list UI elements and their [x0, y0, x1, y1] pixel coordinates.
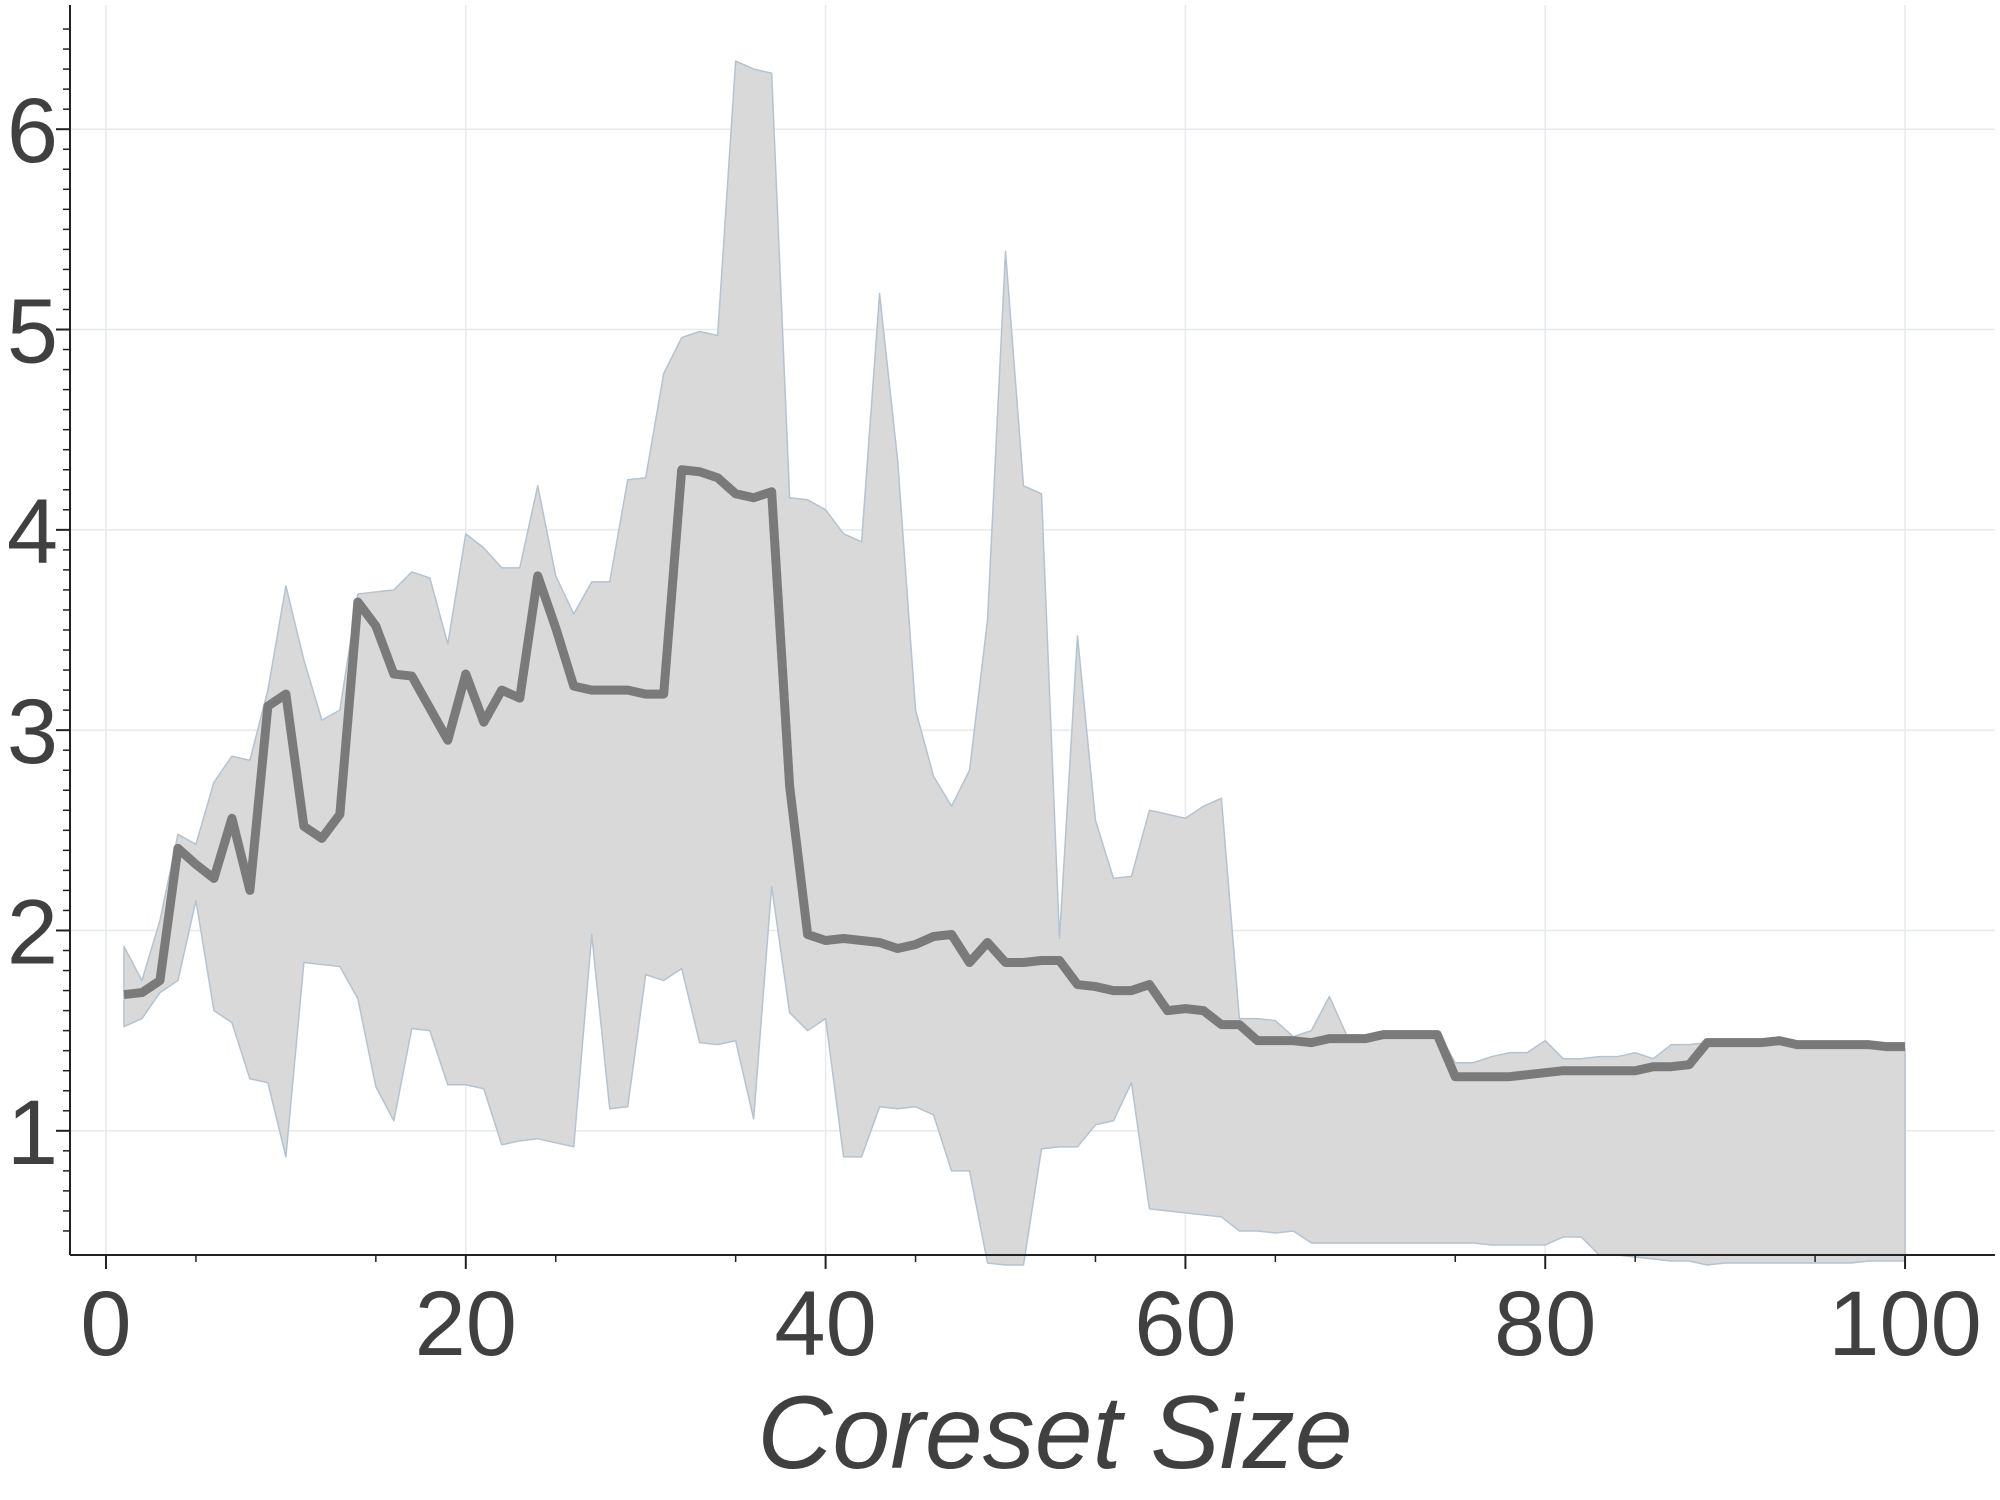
axes: [56, 5, 1995, 1269]
tick-labels: 0 20 40 60 80 100 1 2 3 4 5 6: [7, 80, 1982, 1375]
y-tick-label: 4: [7, 481, 58, 583]
y-tick-label: 1: [7, 1082, 58, 1184]
y-tick-label: 5: [7, 281, 58, 383]
y-tick-label: 3: [7, 681, 58, 783]
x-tick-label: 20: [415, 1273, 517, 1375]
x-tick-label: 100: [1828, 1273, 1982, 1375]
mean-line: [123, 465, 1906, 1082]
x-axis-title: Coreset Size: [757, 1375, 1352, 1491]
mean-line-layer: [123, 465, 1906, 1082]
y-tick-label: 2: [7, 881, 58, 983]
x-tick-label: 60: [1134, 1273, 1236, 1375]
x-tick-label: 40: [774, 1273, 876, 1375]
y-tick-label: 6: [7, 80, 58, 182]
x-tick-label: 80: [1494, 1273, 1596, 1375]
x-tick-label: 0: [80, 1273, 131, 1375]
